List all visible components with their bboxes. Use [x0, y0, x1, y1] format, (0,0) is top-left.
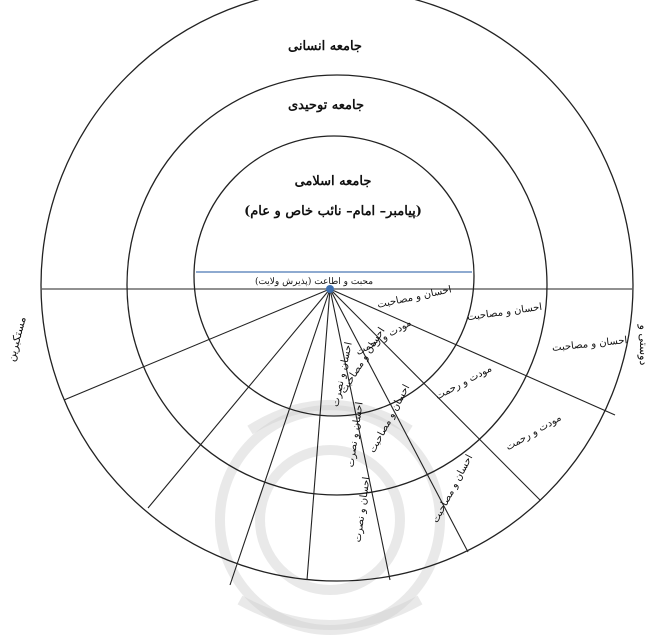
inner-label-1: احسان و مصاحبت	[376, 284, 452, 310]
outer-label-4: احسان و نصرت	[352, 476, 372, 543]
spoke-line-1	[63, 288, 331, 401]
outer-label-2: مودت و رحمت	[504, 413, 563, 454]
inner-circle	[193, 135, 475, 417]
spokes	[63, 288, 616, 586]
center-label: محبت و اطاعت (پذیرش ولایت)	[255, 276, 373, 287]
middle-label-1: احسان و مصاحبت	[466, 302, 542, 323]
spoke-line-2	[147, 288, 331, 509]
inner-circle-title: جامعه اسلامی	[295, 174, 372, 189]
spoke-line-4	[306, 288, 331, 581]
spoke-line-5	[329, 288, 391, 581]
outer-circle-title: جامعه انسانی	[288, 39, 362, 54]
right-edge-label: دوستی و	[637, 324, 650, 366]
middle-circle	[126, 74, 548, 496]
middle-circle-title: جامعه توحیدی	[288, 98, 364, 113]
spoke-line-6	[329, 288, 469, 553]
spoke-line-7	[329, 288, 541, 501]
inner-circle-subtitle: (پیامبر– امام– نائب خاص و عام)	[244, 204, 422, 219]
outer-circle	[40, 0, 634, 582]
center-dot	[326, 285, 334, 293]
outer-label-1: احسان و مصاحبت	[552, 335, 628, 354]
middle-label-2: مودت و رحمت	[434, 363, 494, 402]
spoke-line-8	[329, 288, 616, 416]
watermark	[215, 400, 445, 635]
spoke-line-3	[229, 288, 331, 586]
left-edge-label: مستکبرین	[4, 315, 28, 363]
